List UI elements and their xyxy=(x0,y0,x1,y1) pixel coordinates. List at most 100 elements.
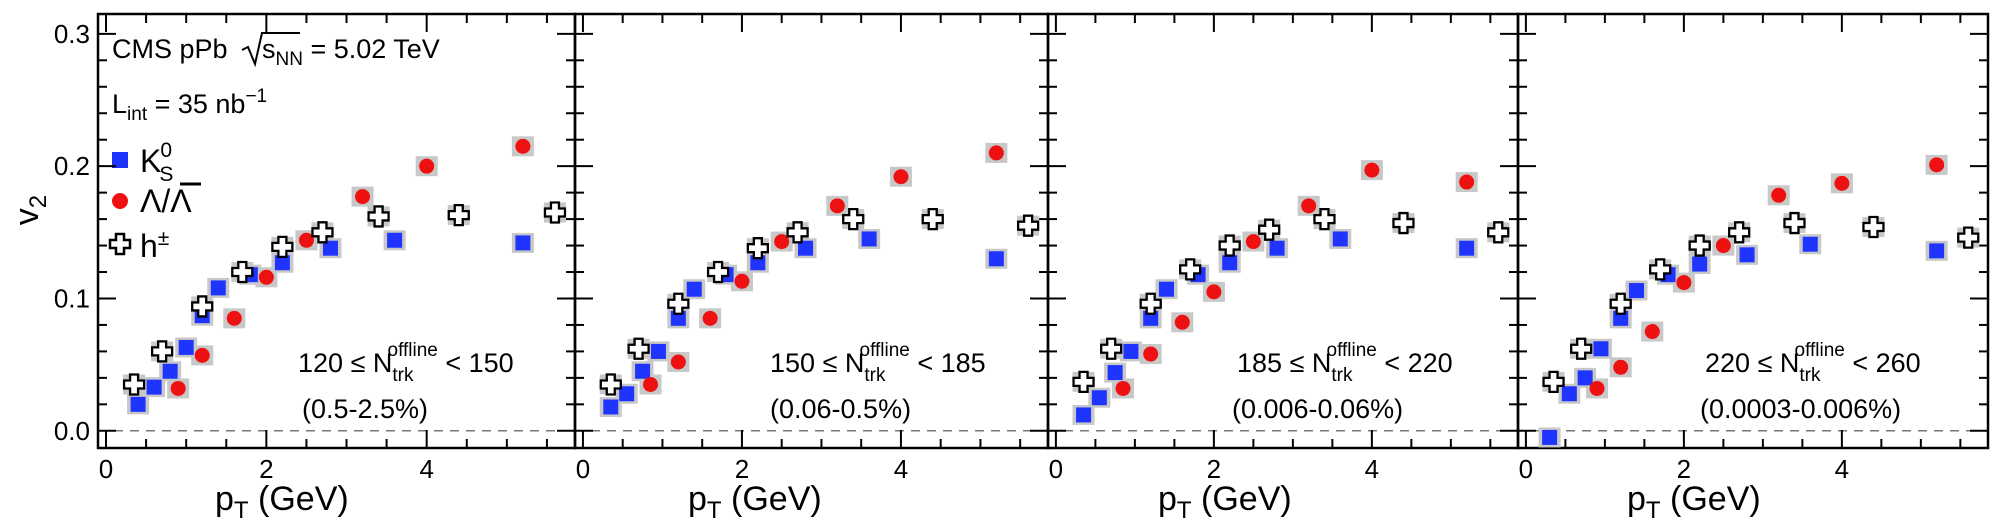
sqrt-sign xyxy=(241,32,300,68)
legend-hadron-label: h± xyxy=(140,227,169,264)
panel-2-annotation: 150 ≤ Ntrkoffline < 185 (0.06-0.5%) xyxy=(770,340,986,424)
lambda-point xyxy=(1771,187,1787,203)
hadron-point xyxy=(667,292,690,315)
kshort-point xyxy=(1158,281,1174,297)
lambda-point xyxy=(419,158,435,174)
y-tick-label: 0.2 xyxy=(54,151,90,181)
kshort-point xyxy=(178,339,194,355)
hadron-point xyxy=(1218,234,1241,257)
kshort-point xyxy=(686,281,702,297)
centrality-label: (0.0003-0.006%) xyxy=(1700,394,1901,424)
x-tick-label: 2 xyxy=(259,454,273,484)
hadron-point xyxy=(1313,207,1336,231)
hadron-point xyxy=(706,260,730,284)
lambda-point xyxy=(355,189,371,205)
luminosity-label: Lint = 35 nb−1 xyxy=(112,86,267,125)
kshort-point xyxy=(274,255,290,271)
centrality-label: (0.006-0.06%) xyxy=(1232,394,1403,424)
hadron-point xyxy=(1016,214,1040,237)
kshort-point xyxy=(1222,255,1238,271)
lambda-point xyxy=(988,145,1004,161)
hadron-point xyxy=(921,207,944,231)
kshort-point xyxy=(1929,243,1945,259)
lambda-point xyxy=(1364,162,1380,178)
kshort-point xyxy=(1076,407,1092,423)
kshort-point xyxy=(146,379,162,395)
mult-range-label: 185 ≤ Ntrkoffline < 220 xyxy=(1237,340,1453,386)
kshort-point xyxy=(1628,283,1644,299)
x-tick-label: 2 xyxy=(1207,454,1221,484)
hadron-point xyxy=(1609,292,1632,315)
centrality-label: (0.06-0.5%) xyxy=(770,394,911,424)
lambda-point xyxy=(1115,380,1131,396)
kshort-point xyxy=(1459,240,1475,256)
x-tick-label: 0 xyxy=(576,454,590,484)
legend-kshort-marker xyxy=(112,152,128,168)
x-tick-label: 4 xyxy=(894,454,908,484)
kshort-point xyxy=(1692,256,1708,272)
kshort-point xyxy=(1123,343,1139,359)
lambda-point xyxy=(1589,380,1605,396)
kshort-point xyxy=(635,363,651,379)
kshort-point xyxy=(1739,247,1755,263)
kshort-point xyxy=(1577,370,1593,386)
x-tick-label: 2 xyxy=(1677,454,1691,484)
y-tick-label: 0.3 xyxy=(54,19,90,49)
x-tick-label: 4 xyxy=(419,454,433,484)
lambda-point xyxy=(1676,275,1692,291)
lambda-point xyxy=(298,232,314,248)
panel-frame xyxy=(1516,12,1990,450)
lambda-point xyxy=(1206,284,1222,300)
kshort-point xyxy=(861,231,877,247)
lambda-point xyxy=(1245,234,1261,250)
hadron-point xyxy=(627,337,650,360)
kshort-point xyxy=(1593,341,1609,357)
lambda-point xyxy=(1459,174,1475,190)
hadron-point xyxy=(1688,234,1711,257)
lambda-point xyxy=(670,354,686,370)
mult-range-label: 220 ≤ Ntrkoffline < 260 xyxy=(1705,340,1921,386)
legend-kshort-label: KS0 xyxy=(140,139,173,186)
hadron-point xyxy=(231,260,254,284)
panel-3: 0 2 4 xyxy=(1046,12,1520,484)
hadron-point xyxy=(1862,215,1885,239)
hadron-point xyxy=(1487,221,1510,244)
lambda-point xyxy=(1644,324,1660,340)
lambda-point xyxy=(1715,238,1731,254)
kshort-point xyxy=(603,399,619,415)
hadron-point xyxy=(150,340,174,363)
lambda-point xyxy=(194,347,210,363)
x-tick-label: 0 xyxy=(1049,454,1063,484)
legend-lambda-marker xyxy=(112,193,128,209)
lambda-point xyxy=(702,310,718,326)
hadron-point xyxy=(191,295,214,318)
y-axis-title: v2 xyxy=(8,195,52,225)
hadron-point xyxy=(1179,258,1202,281)
hadron-point xyxy=(1100,337,1123,360)
legend-lambda-label: Λ/Λ xyxy=(140,183,192,219)
panel-4-annotation: 220 ≤ Ntrkoffline < 260 (0.0003-0.006%) xyxy=(1700,340,1921,424)
lambda-point xyxy=(170,380,186,396)
hadron-point xyxy=(599,373,622,396)
x-tick-label: 0 xyxy=(1519,454,1533,484)
kshort-point xyxy=(1269,240,1285,256)
kshort-point xyxy=(162,363,178,379)
hadron-point xyxy=(543,201,567,224)
kshort-point xyxy=(650,343,666,359)
lambda-point xyxy=(829,198,845,214)
hadron-point xyxy=(1072,370,1095,393)
centrality-label: (0.5-2.5%) xyxy=(302,394,428,424)
lambda-point xyxy=(1143,346,1159,362)
lambda-point xyxy=(734,273,750,289)
y-tick-label: 0.0 xyxy=(54,416,90,446)
lambda-point xyxy=(1929,157,1945,173)
lambda-point xyxy=(226,310,242,326)
kshort-point xyxy=(130,396,146,412)
hadron-point xyxy=(1649,258,1672,281)
lambda-point xyxy=(515,138,531,154)
kshort-point xyxy=(322,240,338,256)
kshort-point xyxy=(210,280,226,296)
panel-3-annotation: 185 ≤ Ntrkoffline < 220 (0.006-0.06%) xyxy=(1232,340,1453,424)
panel-1-annotation: 120 ≤ Ntrkoffline < 150 (0.5-2.5%) xyxy=(298,340,514,424)
kshort-point xyxy=(1542,429,1558,445)
